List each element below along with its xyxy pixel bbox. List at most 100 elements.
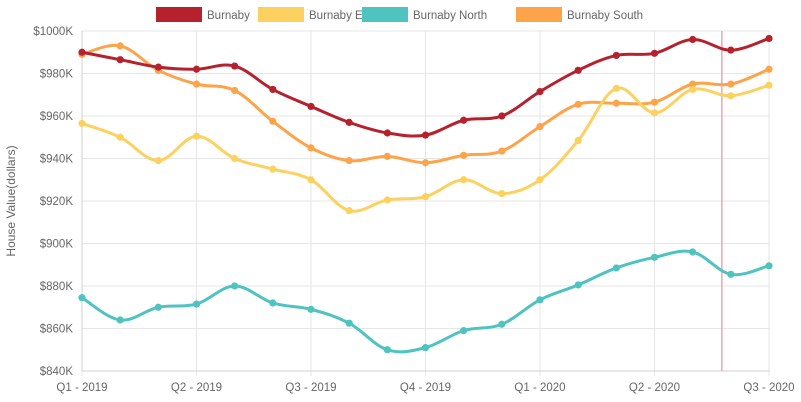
grid: [81, 30, 770, 376]
data-point[interactable]: [192, 80, 201, 88]
data-point[interactable]: [269, 299, 277, 307]
data-point[interactable]: [269, 85, 277, 94]
data-point[interactable]: [307, 305, 315, 313]
series-burnaby-east: [78, 81, 773, 215]
data-point[interactable]: [383, 346, 391, 354]
data-point[interactable]: [612, 51, 620, 60]
data-point[interactable]: [78, 294, 86, 302]
data-point[interactable]: [345, 206, 353, 215]
y-tick-label: $1000K: [33, 26, 73, 38]
data-point[interactable]: [536, 296, 544, 304]
data-point[interactable]: [383, 196, 391, 204]
y-tick-label: $840K: [40, 366, 74, 378]
legend-item[interactable]: Burnaby South: [516, 7, 643, 22]
data-point[interactable]: [689, 35, 697, 44]
data-point[interactable]: [536, 87, 544, 96]
legend-item[interactable]: Burnaby East: [258, 7, 379, 22]
data-point[interactable]: [154, 157, 162, 165]
data-point[interactable]: [765, 262, 773, 270]
data-point[interactable]: [307, 144, 315, 152]
data-point[interactable]: [231, 86, 239, 95]
data-point[interactable]: [536, 176, 544, 184]
data-point[interactable]: [689, 248, 697, 256]
data-point[interactable]: [765, 34, 773, 43]
data-point[interactable]: [689, 85, 697, 94]
data-point[interactable]: [536, 123, 544, 131]
data-point[interactable]: [421, 159, 430, 167]
data-point[interactable]: [383, 129, 391, 137]
data-point[interactable]: [269, 117, 277, 125]
legend-swatch: [516, 7, 562, 22]
data-point[interactable]: [154, 303, 162, 311]
data-point[interactable]: [269, 165, 277, 173]
data-point[interactable]: [498, 320, 506, 328]
data-point[interactable]: [421, 344, 430, 352]
data-point[interactable]: [116, 42, 124, 50]
series-burnaby-south: [78, 42, 773, 167]
data-point[interactable]: [307, 176, 315, 184]
y-axis-title: House Value(dollars): [4, 145, 18, 256]
data-point[interactable]: [116, 133, 124, 141]
y-tick-label: $880K: [40, 281, 74, 293]
data-point[interactable]: [192, 65, 201, 73]
data-point[interactable]: [574, 281, 582, 289]
legend-label: Burnaby East: [309, 10, 379, 22]
data-point[interactable]: [612, 264, 620, 272]
data-point[interactable]: [231, 62, 239, 70]
data-point[interactable]: [116, 56, 124, 64]
data-point[interactable]: [650, 109, 659, 117]
data-point[interactable]: [460, 151, 468, 159]
x-tick-label: Q3 - 2020: [743, 382, 794, 394]
legend-item[interactable]: Burnaby North: [362, 7, 487, 22]
data-point[interactable]: [345, 157, 353, 165]
data-point[interactable]: [650, 98, 659, 106]
x-tick-label: Q2 - 2020: [629, 382, 680, 394]
data-point[interactable]: [498, 189, 506, 198]
data-point[interactable]: [154, 63, 162, 71]
x-tick-label: Q3 - 2019: [285, 382, 336, 394]
data-point[interactable]: [460, 116, 468, 124]
data-point[interactable]: [421, 131, 430, 139]
data-point[interactable]: [231, 154, 239, 163]
x-tick-label: Q4 - 2019: [400, 382, 451, 394]
legend-swatch: [258, 7, 304, 22]
data-point[interactable]: [650, 49, 659, 57]
data-point[interactable]: [192, 132, 201, 140]
data-point[interactable]: [727, 270, 735, 278]
data-point[interactable]: [383, 152, 391, 160]
data-point[interactable]: [574, 66, 582, 74]
data-point[interactable]: [192, 300, 201, 308]
data-point[interactable]: [498, 147, 506, 155]
data-point[interactable]: [612, 99, 620, 107]
x-tick-label: Q2 - 2019: [171, 382, 222, 394]
data-point[interactable]: [460, 327, 468, 335]
data-point[interactable]: [460, 176, 468, 184]
data-point[interactable]: [765, 81, 773, 89]
data-point[interactable]: [650, 253, 659, 261]
data-point[interactable]: [345, 319, 353, 327]
data-point[interactable]: [307, 102, 315, 111]
data-point[interactable]: [345, 118, 353, 126]
data-point[interactable]: [727, 80, 735, 88]
data-point[interactable]: [612, 84, 620, 92]
legend-item[interactable]: Burnaby: [156, 7, 250, 22]
data-point[interactable]: [421, 193, 430, 201]
data-point[interactable]: [498, 112, 506, 120]
x-tick-label: Q1 - 2020: [514, 382, 565, 394]
series-burnaby-north: [78, 248, 773, 354]
x-axis-ticks: Q1 - 2019 Q2 - 2019 Q3 - 2019 Q4 - 2019 Q1 -…: [56, 382, 794, 394]
y-tick-label: $940K: [40, 154, 74, 166]
data-point[interactable]: [765, 65, 773, 73]
data-point[interactable]: [231, 282, 239, 290]
legend: Burnaby Burnaby East Burnaby North Burnaby …: [156, 7, 643, 22]
legend-label: Burnaby South: [567, 10, 643, 22]
data-point[interactable]: [689, 80, 697, 88]
data-point[interactable]: [574, 136, 582, 145]
data-point[interactable]: [574, 100, 582, 108]
data-point[interactable]: [78, 48, 86, 56]
data-point[interactable]: [116, 316, 124, 324]
y-tick-label: $920K: [40, 196, 74, 208]
data-point[interactable]: [727, 46, 735, 54]
data-point[interactable]: [727, 92, 735, 100]
data-point[interactable]: [78, 119, 86, 128]
